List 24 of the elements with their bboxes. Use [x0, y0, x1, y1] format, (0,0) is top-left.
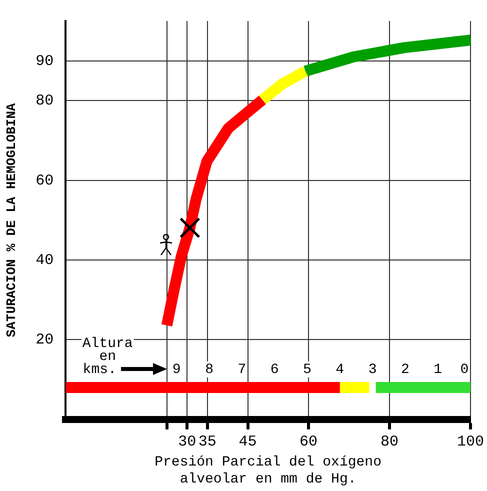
x-axis-title: Presión Parcial del oxígeno alveolar en mm de Hg.: [154, 454, 382, 488]
x-tick-label: 30: [178, 433, 196, 450]
x2-tick-label: 0: [460, 362, 469, 378]
y-tick-label: 90: [36, 52, 54, 70]
x-tick-label: 45: [238, 433, 257, 450]
x-tick-label: 80: [380, 433, 399, 450]
x2-tick-label: 9: [172, 362, 181, 378]
y-tick-label: 20: [36, 332, 54, 349]
x2-tick-label: 5: [303, 362, 312, 378]
x2-axis-title: Altura en kms.: [82, 336, 133, 378]
x2-tick-label: 1: [434, 362, 442, 378]
x2-tick-label: 4: [336, 362, 344, 378]
x2-tick-label: 8: [205, 362, 214, 378]
x-tick-label: 35: [198, 433, 216, 450]
x2-tick-label: 6: [270, 362, 279, 378]
x2-tick-label: 7: [238, 362, 246, 378]
y-tick-label: 80: [36, 92, 54, 110]
y-tick-label: 40: [36, 252, 54, 270]
x-tick-label: 60: [300, 433, 318, 450]
x-tick-label: 100: [456, 433, 484, 450]
x2-tick-label: 3: [368, 362, 377, 378]
y-tick-label: 60: [36, 172, 54, 190]
x2-tick-label: 2: [400, 362, 410, 378]
y-axis-title: SATURACION % DE LA HEMOGLOBINA: [4, 102, 20, 338]
